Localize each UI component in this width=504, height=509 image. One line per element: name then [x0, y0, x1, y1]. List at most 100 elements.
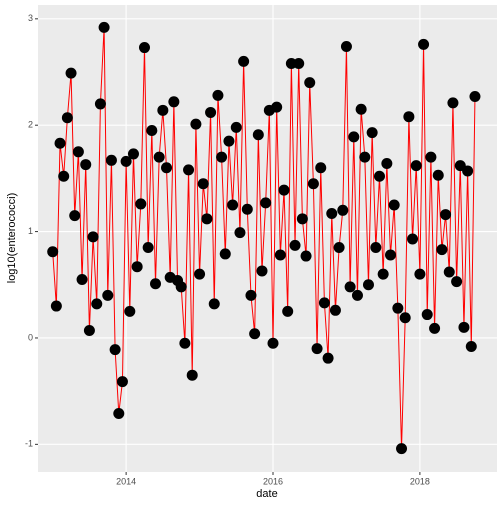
- data-point: [300, 250, 312, 262]
- data-point: [179, 337, 191, 349]
- data-point: [83, 325, 95, 337]
- data-point: [58, 170, 70, 182]
- data-point: [252, 129, 264, 141]
- data-point: [458, 321, 470, 333]
- data-point: [278, 184, 290, 196]
- data-point: [344, 281, 356, 293]
- data-point: [315, 162, 327, 174]
- data-point: [293, 58, 305, 70]
- x-axis-title: date: [256, 488, 277, 500]
- data-point: [418, 38, 430, 50]
- data-point: [296, 213, 308, 225]
- data-point: [205, 106, 217, 118]
- data-point: [333, 242, 345, 254]
- y-tick-label: 3: [28, 13, 33, 23]
- y-tick-label: -1: [25, 439, 33, 449]
- data-point: [208, 298, 220, 310]
- data-point: [385, 249, 397, 261]
- data-point: [168, 96, 180, 108]
- data-point: [216, 151, 228, 163]
- data-point: [153, 151, 165, 163]
- data-point: [197, 178, 209, 190]
- data-point: [94, 98, 106, 110]
- data-point: [355, 103, 367, 115]
- y-axis-title: log10(enterococci): [6, 193, 18, 284]
- data-point: [91, 298, 103, 310]
- data-point: [274, 249, 286, 261]
- data-point: [469, 90, 481, 102]
- data-point: [124, 305, 136, 317]
- data-point: [186, 369, 198, 381]
- data-point: [47, 246, 59, 258]
- data-point: [425, 151, 437, 163]
- data-point: [289, 239, 301, 251]
- data-point: [113, 407, 125, 419]
- data-point: [201, 213, 213, 225]
- data-point: [227, 199, 239, 211]
- data-point: [76, 273, 88, 285]
- data-point: [267, 337, 279, 349]
- data-point: [403, 111, 415, 123]
- data-point: [304, 77, 316, 89]
- data-point: [351, 289, 363, 301]
- data-point: [260, 197, 272, 209]
- data-point: [157, 104, 169, 116]
- data-point: [109, 344, 121, 356]
- data-point: [340, 40, 352, 52]
- data-point: [80, 159, 92, 171]
- data-point: [432, 169, 444, 181]
- x-tick-label: 2016: [263, 476, 283, 486]
- data-point: [392, 302, 404, 314]
- data-point: [183, 164, 195, 176]
- data-point: [219, 248, 231, 260]
- data-point: [396, 443, 408, 455]
- y-tick-label: 1: [28, 226, 33, 236]
- x-tick-label: 2018: [410, 476, 430, 486]
- data-point: [399, 312, 411, 324]
- data-point: [150, 278, 162, 290]
- data-point: [337, 204, 349, 216]
- data-point: [377, 268, 389, 280]
- data-point: [127, 148, 139, 160]
- data-point: [238, 55, 250, 67]
- data-point: [282, 305, 294, 317]
- data-point: [175, 281, 187, 293]
- data-point: [359, 151, 371, 163]
- data-point: [362, 279, 374, 291]
- data-point: [142, 242, 154, 254]
- data-point: [410, 160, 422, 172]
- data-point: [116, 376, 128, 388]
- data-point: [194, 268, 206, 280]
- data-point: [373, 170, 385, 182]
- y-tick-label: 2: [28, 120, 33, 130]
- data-point: [50, 300, 62, 312]
- data-point: [120, 155, 132, 167]
- data-point: [436, 244, 448, 256]
- data-point: [366, 127, 378, 139]
- data-point: [54, 137, 66, 149]
- data-point: [271, 101, 283, 113]
- data-point: [440, 209, 452, 221]
- data-point: [131, 261, 143, 273]
- data-point: [105, 154, 117, 166]
- data-point: [212, 89, 224, 101]
- data-point: [223, 135, 235, 147]
- x-tick-label: 2014: [116, 476, 136, 486]
- data-point: [98, 21, 110, 33]
- data-point: [230, 121, 242, 133]
- data-point: [135, 198, 147, 210]
- data-point: [102, 289, 114, 301]
- data-point: [190, 118, 202, 130]
- data-point: [307, 178, 319, 190]
- y-tick-label: 0: [28, 332, 33, 342]
- data-point: [381, 158, 393, 170]
- data-point: [429, 322, 441, 334]
- data-point: [318, 297, 330, 309]
- data-point: [370, 242, 382, 254]
- data-point: [311, 343, 323, 355]
- data-point: [348, 131, 360, 143]
- data-point: [462, 165, 474, 177]
- data-point: [447, 97, 459, 109]
- data-point: [326, 208, 338, 220]
